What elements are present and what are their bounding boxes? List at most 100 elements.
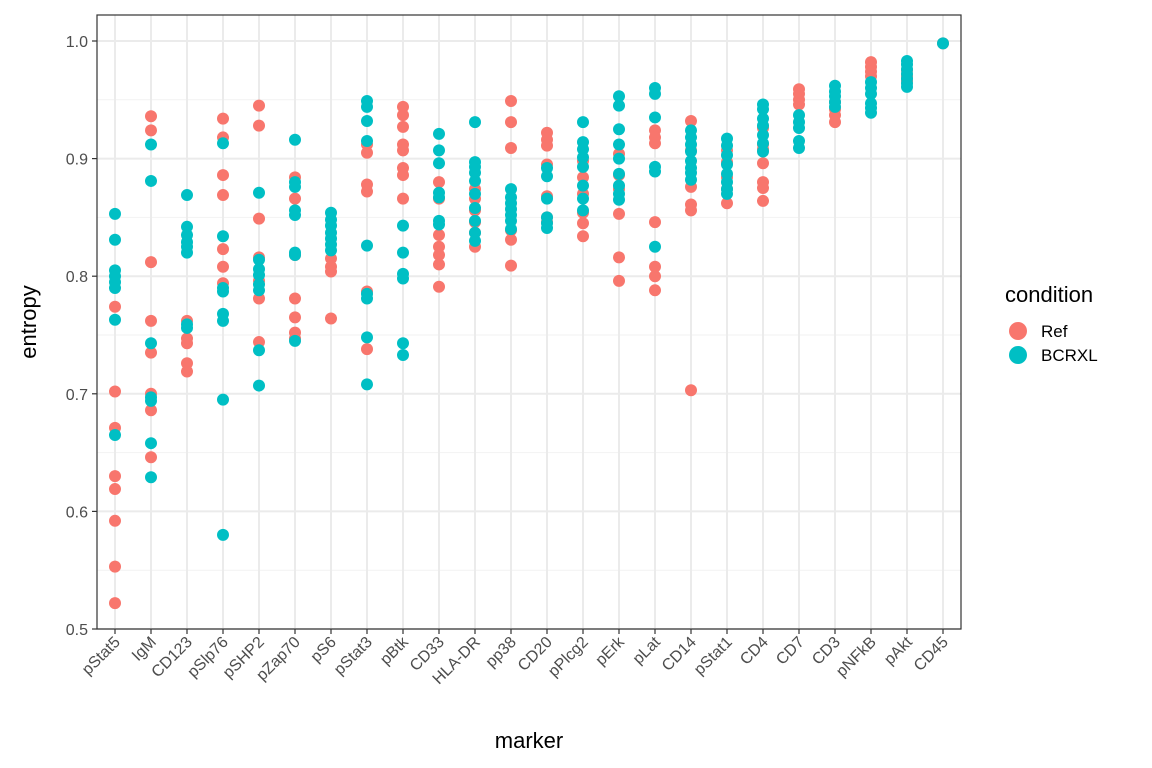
data-point-ref <box>181 337 193 350</box>
legend-label-ref: Ref <box>1041 322 1068 341</box>
data-point-ref <box>109 470 121 483</box>
data-point-bcrxl <box>469 166 481 179</box>
data-point-bcrxl <box>613 152 625 165</box>
data-point-bcrxl <box>505 214 517 227</box>
data-point-bcrxl <box>361 134 373 147</box>
data-point-bcrxl <box>613 179 625 192</box>
data-point-bcrxl <box>397 246 409 259</box>
data-point-bcrxl <box>469 187 481 200</box>
data-point-ref <box>397 100 409 113</box>
data-point-bcrxl <box>577 143 589 156</box>
data-point-bcrxl <box>253 253 265 266</box>
data-point-ref <box>577 230 589 243</box>
data-point-ref <box>253 212 265 225</box>
data-point-ref <box>505 94 517 107</box>
data-point-bcrxl <box>145 174 157 187</box>
data-point-ref <box>145 110 157 123</box>
data-point-bcrxl <box>793 122 805 135</box>
data-point-bcrxl <box>757 119 769 132</box>
data-point-bcrxl <box>145 394 157 407</box>
data-point-bcrxl <box>757 129 769 142</box>
legend-key-bcrxl <box>1009 346 1027 364</box>
data-point-ref <box>217 243 229 256</box>
data-point-bcrxl <box>325 244 337 257</box>
data-point-ref <box>217 260 229 273</box>
data-point-bcrxl <box>217 314 229 327</box>
data-point-bcrxl <box>361 292 373 305</box>
data-point-bcrxl <box>289 209 301 222</box>
data-point-bcrxl <box>217 230 229 243</box>
data-point-bcrxl <box>721 167 733 180</box>
data-point-bcrxl <box>469 214 481 227</box>
data-point-bcrxl <box>253 269 265 282</box>
data-point-bcrxl <box>469 234 481 247</box>
data-point-ref <box>253 99 265 112</box>
data-point-bcrxl <box>649 111 661 124</box>
data-point-bcrxl <box>253 344 265 357</box>
data-point-ref <box>397 144 409 157</box>
data-point-bcrxl <box>109 281 121 294</box>
data-point-ref <box>433 229 445 242</box>
data-point-bcrxl <box>397 337 409 350</box>
data-point-bcrxl <box>361 331 373 344</box>
data-point-ref <box>505 233 517 246</box>
data-point-bcrxl <box>181 246 193 259</box>
data-point-ref <box>685 114 697 127</box>
data-point-bcrxl <box>901 80 913 93</box>
data-point-bcrxl <box>217 137 229 150</box>
data-point-bcrxl <box>613 167 625 180</box>
data-point-ref <box>289 292 301 305</box>
data-point-bcrxl <box>361 378 373 391</box>
data-point-bcrxl <box>433 218 445 231</box>
data-point-bcrxl <box>649 165 661 178</box>
data-point-bcrxl <box>361 239 373 252</box>
data-point-ref <box>649 260 661 273</box>
data-point-ref <box>397 109 409 122</box>
data-point-ref <box>253 336 265 349</box>
legend-key-ref <box>1009 322 1027 340</box>
data-point-bcrxl <box>289 334 301 347</box>
data-point-ref <box>325 265 337 278</box>
legend: condition Ref BCRXL <box>1005 282 1098 365</box>
data-point-bcrxl <box>649 87 661 100</box>
data-point-bcrxl <box>829 100 841 113</box>
data-point-bcrxl <box>721 149 733 162</box>
data-point-bcrxl <box>433 144 445 157</box>
data-point-bcrxl <box>253 379 265 392</box>
plot-border <box>96 14 962 630</box>
y-tick-label: 0.5 <box>66 622 88 639</box>
data-point-ref <box>325 252 337 265</box>
data-point-ref <box>145 346 157 359</box>
data-point-bcrxl <box>613 123 625 136</box>
data-point-ref <box>145 314 157 327</box>
data-point-ref <box>109 300 121 313</box>
data-point-ref <box>109 514 121 527</box>
data-point-bcrxl <box>469 201 481 214</box>
data-point-bcrxl <box>541 170 553 183</box>
data-point-ref <box>721 197 733 210</box>
data-point-ref <box>649 270 661 283</box>
data-point-bcrxl <box>685 145 697 158</box>
data-point-bcrxl <box>109 428 121 441</box>
data-point-bcrxl <box>397 272 409 285</box>
x-axis-title: marker <box>495 728 563 753</box>
data-point-bcrxl <box>505 183 517 196</box>
y-tick-label: 0.6 <box>66 504 88 521</box>
data-point-ref <box>397 120 409 133</box>
data-point-bcrxl <box>181 189 193 202</box>
data-point-bcrxl <box>541 221 553 234</box>
data-point-bcrxl <box>433 157 445 170</box>
data-point-bcrxl <box>757 137 769 150</box>
legend-title: condition <box>1005 282 1093 307</box>
data-point-ref <box>217 169 229 182</box>
data-point-bcrxl <box>577 160 589 173</box>
data-point-bcrxl <box>613 90 625 103</box>
data-point-bcrxl <box>109 313 121 326</box>
data-point-ref <box>145 404 157 417</box>
data-point-ref <box>253 119 265 132</box>
data-point-bcrxl <box>289 249 301 262</box>
data-point-bcrxl <box>577 192 589 205</box>
y-tick-label: 0.7 <box>66 387 88 404</box>
data-point-bcrxl <box>397 219 409 232</box>
